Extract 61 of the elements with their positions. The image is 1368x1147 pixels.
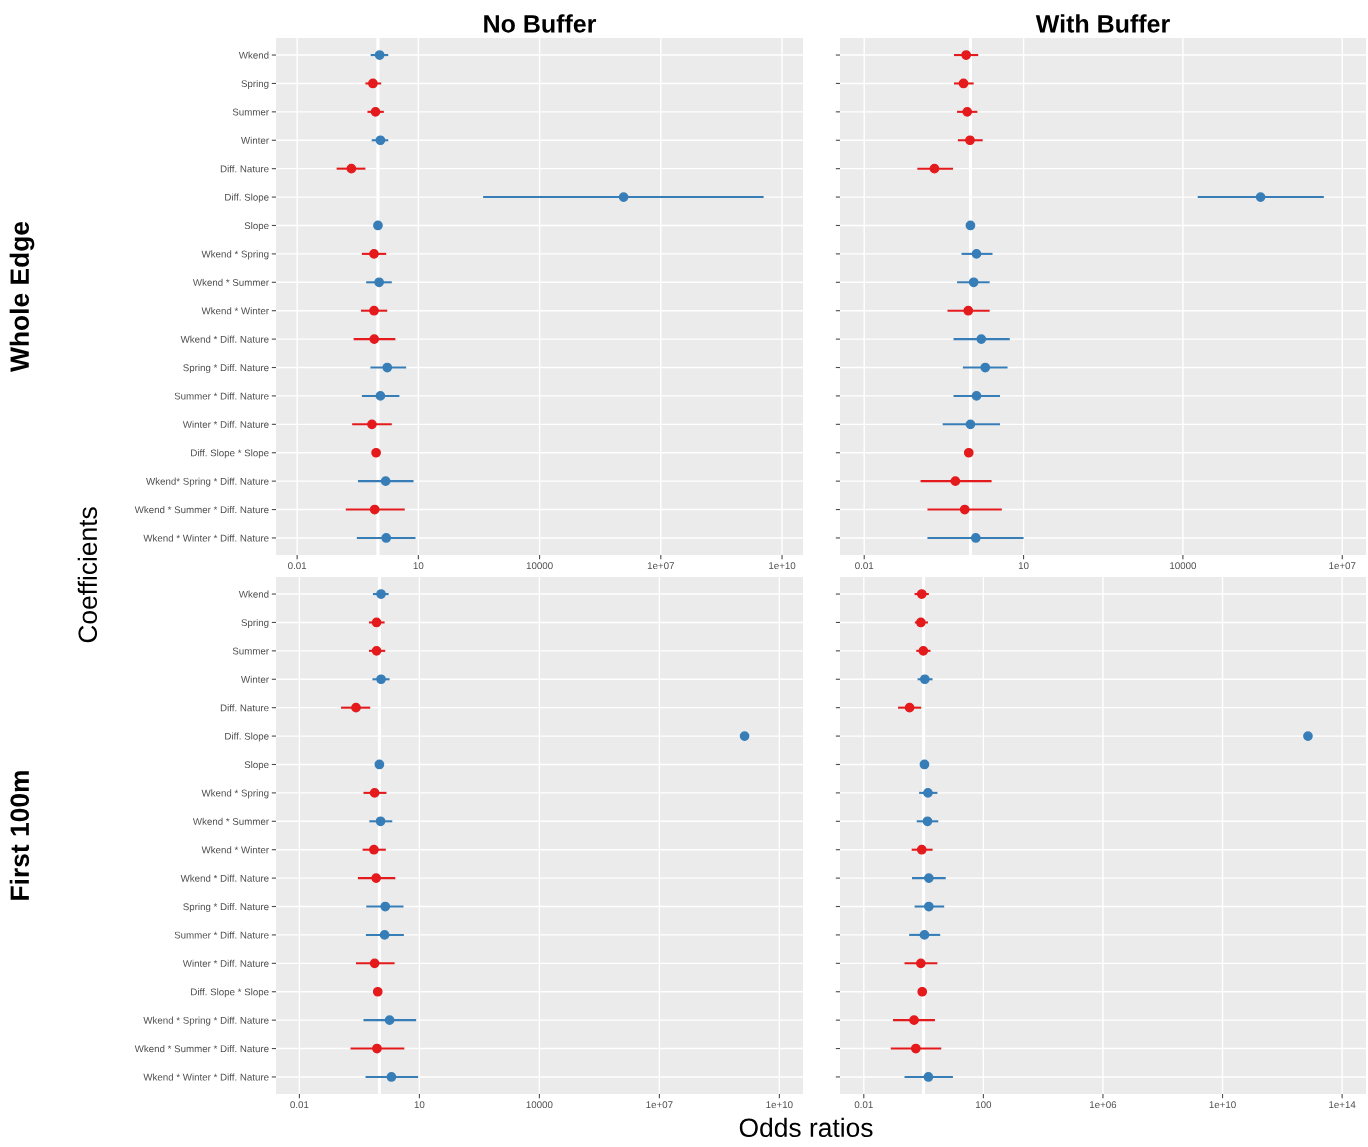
y-tick-label: Summer * Diff. Nature	[174, 931, 269, 939]
x-tick-label: 1e+06	[1090, 1101, 1117, 1109]
x-tick-label: 10000	[526, 562, 553, 570]
y-tick-label: Summer	[232, 647, 269, 655]
chart-title: No Buffer	[484, 14, 597, 33]
y-axis-title: Whole Edge	[9, 221, 35, 372]
y-tick-label: Wkend * Summer	[192, 817, 269, 825]
x-tick-label: 10	[413, 562, 424, 570]
text: Odds ratios	[739, 1117, 873, 1138]
y-tick-label: Spring	[241, 618, 269, 628]
y-tick-label: Wkend	[238, 590, 269, 598]
y-tick-label: Wkend	[238, 51, 269, 59]
x-tick-label: 10000	[526, 1101, 553, 1109]
x-tick-label: 1e+10	[766, 1101, 793, 1109]
y-tick-label: Diff. Slope * Slope	[191, 988, 269, 998]
x-tick-label: 1e+14	[1329, 1101, 1356, 1109]
y-tick-label: Wkend * Diff. Nature	[180, 335, 269, 343]
y-tick-label: Wkend * Winter	[201, 307, 269, 315]
y-tick-label: Summer * Diff. Nature	[174, 392, 269, 400]
x-tick-label: 100	[976, 1101, 992, 1109]
x-tick-label: 0.01	[290, 1101, 309, 1109]
y-tick-label: Wkend * Winter	[201, 846, 269, 854]
y-tick-label: Diff. Slope	[225, 732, 269, 742]
x-tick-label: 0.01	[854, 1101, 873, 1109]
y-tick-label: Wkend * Spring	[201, 789, 269, 799]
x-tick-label: 10	[1018, 562, 1029, 570]
x-tick-label: 10	[414, 1101, 425, 1109]
x-tick-label: 0.01	[288, 562, 307, 570]
chart-title: With Buffer	[1035, 14, 1170, 33]
y-tick-label: Slope	[244, 760, 269, 771]
y-tick-label: Diff. Nature	[220, 165, 269, 173]
y-tick-label: Diff. Slope	[225, 193, 269, 203]
y-tick-label: Summer	[232, 108, 269, 116]
y-tick-label: Winter	[241, 136, 269, 144]
text: Coefficients	[77, 507, 98, 643]
y-tick-label: Spring * Diff. Nature	[183, 363, 269, 374]
y-tick-label: Wkend * Spring * Diff. Nature	[143, 1016, 269, 1026]
x-tick-label: 1e+07	[1329, 562, 1356, 570]
y-tick-label: Wkend * Summer * Diff. Nature	[134, 1045, 269, 1053]
y-tick-label: Winter	[241, 675, 269, 683]
x-tick-label: 1e+10	[769, 562, 796, 570]
y-tick-label: Wkend* Spring * Diff. Nature	[146, 477, 269, 487]
x-tick-label: 10000	[1170, 562, 1197, 570]
y-tick-label: Wkend * Summer	[192, 278, 269, 286]
y-tick-label: Wkend * Spring	[201, 250, 269, 260]
y-tick-label: Wkend * Winter * Diff. Nature	[143, 534, 269, 542]
y-tick-label: Spring * Diff. Nature	[183, 902, 269, 913]
y-tick-label: Spring	[241, 79, 269, 89]
x-tick-label: 0.01	[855, 562, 874, 570]
y-tick-label: Diff. Slope * Slope	[191, 449, 269, 459]
x-tick-label: 1e+07	[647, 562, 674, 570]
y-tick-label: Wkend * Summer * Diff. Nature	[134, 506, 269, 514]
y-tick-label: Wkend * Winter * Diff. Nature	[143, 1073, 269, 1081]
x-tick-label: 1e+10	[1209, 1101, 1236, 1109]
y-tick-label: Slope	[244, 221, 269, 232]
y-tick-label: Winter * Diff. Nature	[182, 420, 269, 428]
x-tick-label: 1e+07	[646, 1101, 673, 1109]
y-tick-label: Wkend * Diff. Nature	[180, 874, 269, 882]
y-axis-title: First 100m	[9, 771, 30, 900]
y-tick-label: Winter * Diff. Nature	[182, 959, 269, 967]
y-tick-label: Diff. Nature	[220, 704, 269, 712]
